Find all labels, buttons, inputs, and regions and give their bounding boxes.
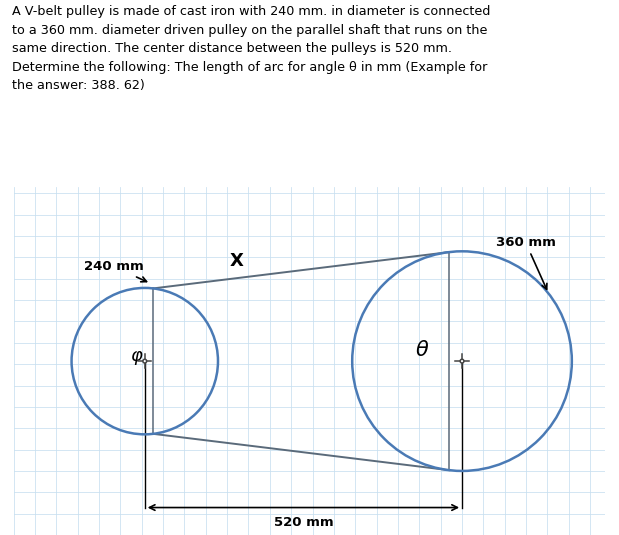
Text: θ: θ xyxy=(416,340,429,360)
Text: 360 mm: 360 mm xyxy=(496,235,555,289)
Text: 520 mm: 520 mm xyxy=(274,516,333,529)
Text: 240 mm: 240 mm xyxy=(84,260,147,282)
Text: φ: φ xyxy=(130,347,142,365)
Circle shape xyxy=(460,359,464,363)
Text: A V-belt pulley is made of cast iron with 240 mm. in diameter is connected
to a : A V-belt pulley is made of cast iron wit… xyxy=(12,5,491,93)
Text: X: X xyxy=(229,252,243,270)
Circle shape xyxy=(143,359,147,363)
